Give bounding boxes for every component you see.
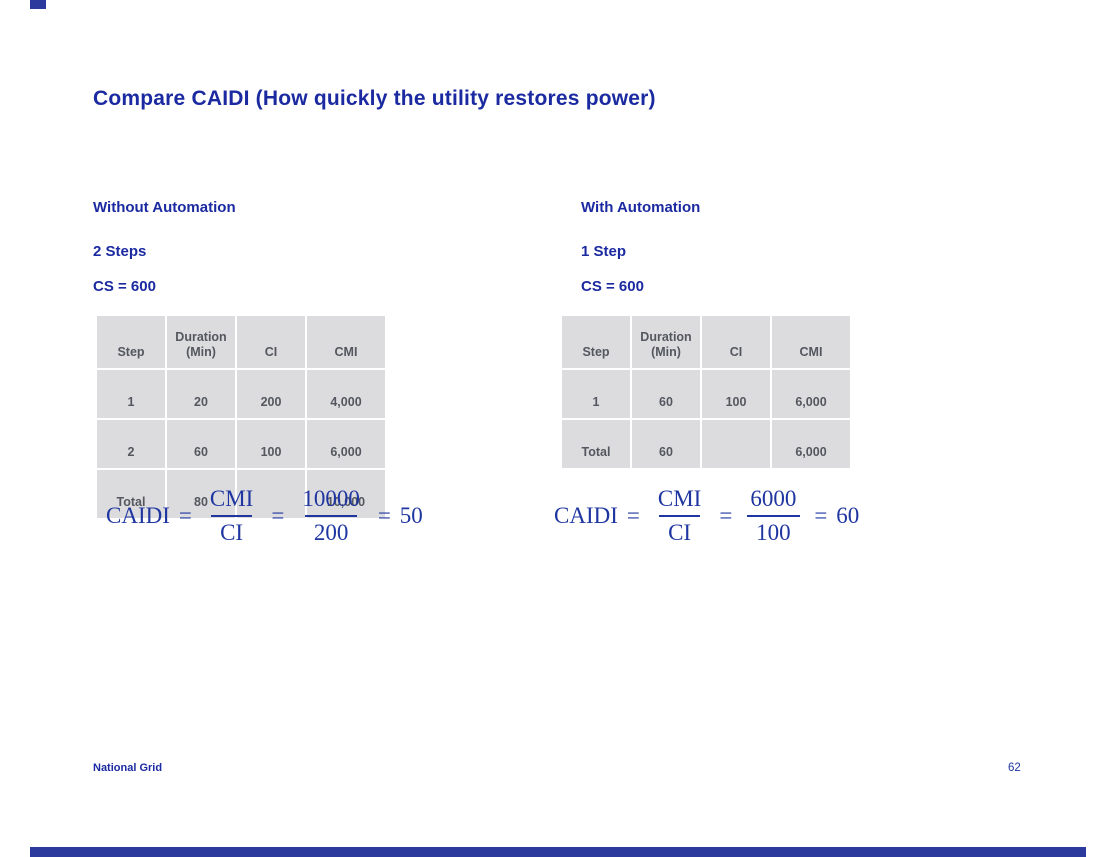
footer-brand: National Grid [93,762,163,774]
table-cell: 60 [165,418,237,470]
table-cell: 20 [165,368,237,420]
fraction-cmi-ci: CMI CI [649,486,710,546]
fraction-numerator: CMI [209,486,254,512]
formula-result: 50 [399,503,423,528]
fraction-denominator: CI [211,514,253,546]
table-cell: 100 [235,418,307,470]
table-cell: 1 [95,368,167,420]
fraction-numerator: 6000 [750,486,797,512]
header-cell-cmi: CMI [305,314,387,370]
right-panel-heading: With Automation [581,199,701,216]
left-panel-cs-label: CS = 600 [93,278,156,295]
fraction-denominator: 100 [747,514,800,546]
top-accent-mark [30,0,46,9]
formula-result: 60 [836,503,860,528]
table-cell [700,418,772,470]
fraction-values: 6000 100 [741,486,805,546]
right-panel-steps-label: 1 Step [581,243,627,260]
table-row: 2 60 100 6,000 [95,418,387,470]
formula-lhs: CAIDI [554,503,618,528]
page-number: 62 [1008,762,1021,774]
fraction-denominator: CI [659,514,701,546]
table-row: 1 20 200 4,000 [95,368,387,420]
table-cell: 2 [95,418,167,470]
table-cell: 200 [235,368,307,420]
equals-sign: = [178,503,192,528]
table-cell [235,468,307,520]
equals-sign: = [814,503,828,528]
left-panel-steps-label: 2 Steps [93,243,147,260]
fraction-denominator: 200 [304,514,358,546]
table-cell: 6,000 [305,418,387,470]
fraction-numerator: 10000 [302,486,360,512]
table-cell: 4,000 [305,368,387,420]
table-header-row: Step Duration (Min) CI CMI [560,314,852,370]
fraction-values: 10000 200 [293,486,369,546]
equals-sign: = [271,503,285,528]
bottom-accent-bar [30,847,1086,857]
table-header-row: Step Duration (Min) CI CMI [95,314,387,370]
table-total-row: Total 80 10,000 [95,468,387,520]
without-automation-table: Step Duration (Min) CI CMI 1 20 200 4,00… [95,314,387,520]
equals-sign: = [719,503,733,528]
table-cell: Total [95,468,167,520]
caidi-formula-without-automation: CAIDI = CMI CI = 10000 200 = 50 [106,480,423,552]
with-automation-table: Step Duration (Min) CI CMI 1 60 100 6,00… [560,314,852,470]
equals-sign: = [626,503,640,528]
header-cell-ci: CI [700,314,772,370]
table-cell: 10,000 [305,468,387,520]
header-cell-duration: Duration (Min) [165,314,237,370]
table-cell: 6,000 [770,368,852,420]
header-cell-duration: Duration (Min) [630,314,702,370]
table-total-row: Total 60 6,000 [560,418,852,470]
table-cell: Total [560,418,632,470]
header-cell-ci: CI [235,314,307,370]
equals-sign: = [377,503,391,528]
caidi-formula-with-automation: CAIDI = CMI CI = 6000 100 = 60 [554,480,859,552]
fraction-numerator: CMI [657,486,702,512]
fraction-cmi-ci: CMI CI [201,486,262,546]
table-cell: 80 [165,468,237,520]
table-cell: 60 [630,418,702,470]
header-cell-cmi: CMI [770,314,852,370]
header-cell-step: Step [560,314,632,370]
page-title: Compare CAIDI (How quickly the utility r… [93,87,656,110]
table-row: 1 60 100 6,000 [560,368,852,420]
table-cell: 100 [700,368,772,420]
table-cell: 1 [560,368,632,420]
table-cell: 60 [630,368,702,420]
table-cell: 6,000 [770,418,852,470]
left-panel-heading: Without Automation [93,199,236,216]
formula-lhs: CAIDI [106,503,170,528]
right-panel-cs-label: CS = 600 [581,278,644,295]
header-cell-step: Step [95,314,167,370]
